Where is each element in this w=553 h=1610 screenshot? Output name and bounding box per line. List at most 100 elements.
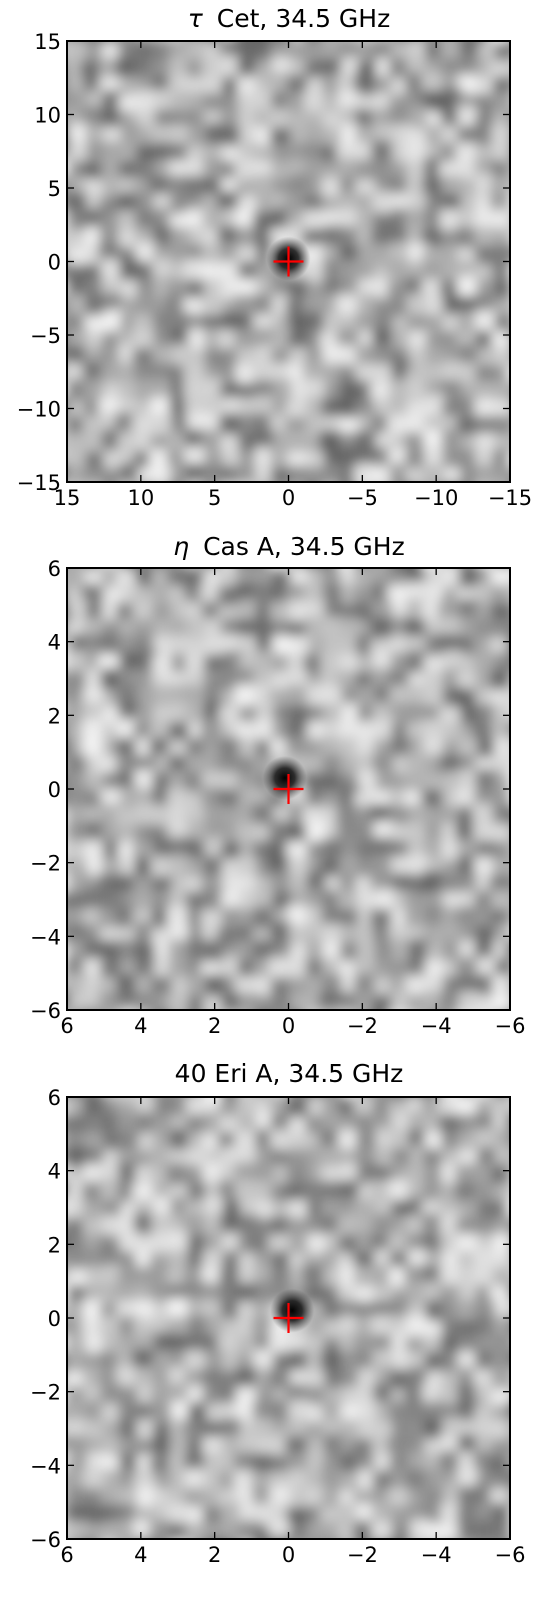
noise-cell [134,974,156,996]
noise-cell [189,1541,210,1562]
noise-cell [270,446,292,468]
noise-cell [370,1180,392,1202]
noise-cell [167,994,189,1010]
noise-cell [170,1011,191,1032]
y-tick-label: −5 [30,324,61,348]
noise-cell [306,820,328,842]
noise-cell [306,1537,328,1539]
noise-cell [356,159,378,181]
noise-cell [527,1439,548,1460]
noise-cell [456,1233,478,1255]
noise-cell [202,1506,224,1528]
noise-cell [68,209,90,231]
noise-cell [306,756,328,778]
noise-cell [370,382,392,404]
noise-cell [322,838,344,860]
noise-cell [135,242,157,264]
noise-cell [81,1008,103,1010]
noise-cell [527,1179,548,1200]
noise-cell [203,1213,225,1235]
noise-cell [494,1332,510,1354]
noise-cell [421,1488,443,1510]
noise-cell [185,1097,207,1117]
noise-cell [289,1116,311,1138]
y-tick-label: 4 [48,1160,61,1184]
noise-cell [217,191,239,213]
noise-cell [184,1468,206,1490]
noise-cell [118,939,140,961]
noise-cell [439,279,461,301]
noise-cell [423,429,445,451]
noise-cell [183,1165,205,1187]
noise-cell [253,1012,274,1033]
noise-cell [391,1522,413,1539]
noise-cell [442,616,464,638]
noise-cell [253,89,275,111]
noise-cell [269,362,291,384]
noise-cell [527,755,548,776]
noise-cell [527,310,548,331]
noise-cell [439,1434,461,1456]
noise-cell [407,416,429,438]
noise-cell [456,906,478,928]
noise-cell [269,821,291,843]
noise-cell [389,1370,411,1392]
noise-cell [373,1150,395,1172]
noise-cell [67,1251,87,1273]
noise-cell [510,565,531,586]
noise-cell [202,243,224,265]
noise-cell [81,995,103,1010]
noise-cell [455,820,477,842]
noise-cell [319,992,341,1010]
noise-cell [441,429,463,451]
noise-cell [187,820,209,842]
noise-cell [508,41,510,61]
noise-cell [184,653,206,675]
y-tick-label: −4 [30,1454,61,1478]
noise-cell [151,1213,173,1235]
noise-cell [252,940,274,962]
noise-cell [473,1248,495,1270]
noise-cell [455,397,477,419]
x-tick-label: 4 [134,1543,147,1567]
noise-cell [150,378,172,400]
noise-cell [392,483,413,504]
noise-cell [525,1283,546,1304]
noise-cell [337,227,359,249]
noise-cell [67,328,88,350]
noise-cell [149,721,171,743]
noise-cell [340,380,362,402]
noise-cell [337,345,359,367]
noise-cell [336,889,358,911]
noise-cell [489,60,510,82]
noise-cell [169,1435,191,1457]
noise-cell [69,1268,91,1290]
noise-cell [117,719,139,741]
noise-cell [493,1520,510,1539]
noise-cell [508,876,510,898]
noise-cell [166,175,188,197]
noise-cell [475,995,497,1010]
noise-cell [476,1315,498,1337]
noise-cell [273,940,295,962]
noise-cell [353,587,375,609]
noise-cell [356,209,378,231]
noise-cell [287,278,309,300]
noise-cell [474,1435,496,1457]
noise-cell [491,618,510,640]
noise-cell [167,568,189,589]
x-tick-label: 4 [134,1014,147,1038]
noise-cell [235,856,257,878]
noise-cell [439,42,461,64]
noise-cell [320,652,342,674]
noise-cell [491,331,510,353]
noise-cell [511,246,532,267]
noise-cell [526,686,547,707]
y-tick-label: −10 [17,398,61,422]
noise-cell [526,1219,547,1240]
noise-cell [166,788,188,810]
noise-cell [169,617,191,639]
noise-cell [119,1453,141,1475]
noise-cell [370,465,392,482]
noise-cell [528,1315,549,1336]
